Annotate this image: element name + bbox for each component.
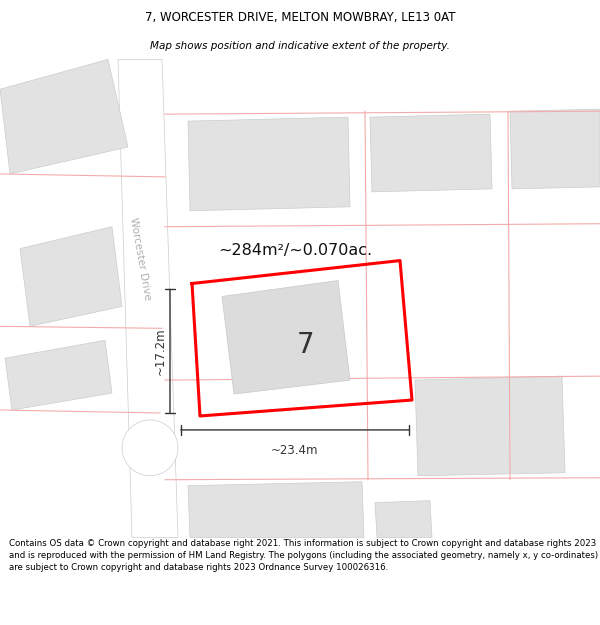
Polygon shape [510,109,600,189]
Text: Contains OS data © Crown copyright and database right 2021. This information is : Contains OS data © Crown copyright and d… [9,539,598,572]
Polygon shape [0,59,128,174]
Text: 7: 7 [297,331,315,359]
Text: ~23.4m: ~23.4m [271,444,319,457]
Polygon shape [188,117,350,211]
Text: Map shows position and indicative extent of the property.: Map shows position and indicative extent… [150,41,450,51]
Polygon shape [415,376,565,476]
Polygon shape [375,501,432,538]
Polygon shape [370,114,492,192]
Polygon shape [5,340,112,410]
Circle shape [122,420,178,476]
Polygon shape [118,59,178,538]
Text: ~17.2m: ~17.2m [154,328,167,375]
Text: ~284m²/~0.070ac.: ~284m²/~0.070ac. [218,243,372,258]
Polygon shape [20,227,122,326]
Polygon shape [188,482,364,538]
Text: 7, WORCESTER DRIVE, MELTON MOWBRAY, LE13 0AT: 7, WORCESTER DRIVE, MELTON MOWBRAY, LE13… [145,11,455,24]
Text: Worcester Drive: Worcester Drive [128,216,152,301]
Polygon shape [222,281,350,394]
